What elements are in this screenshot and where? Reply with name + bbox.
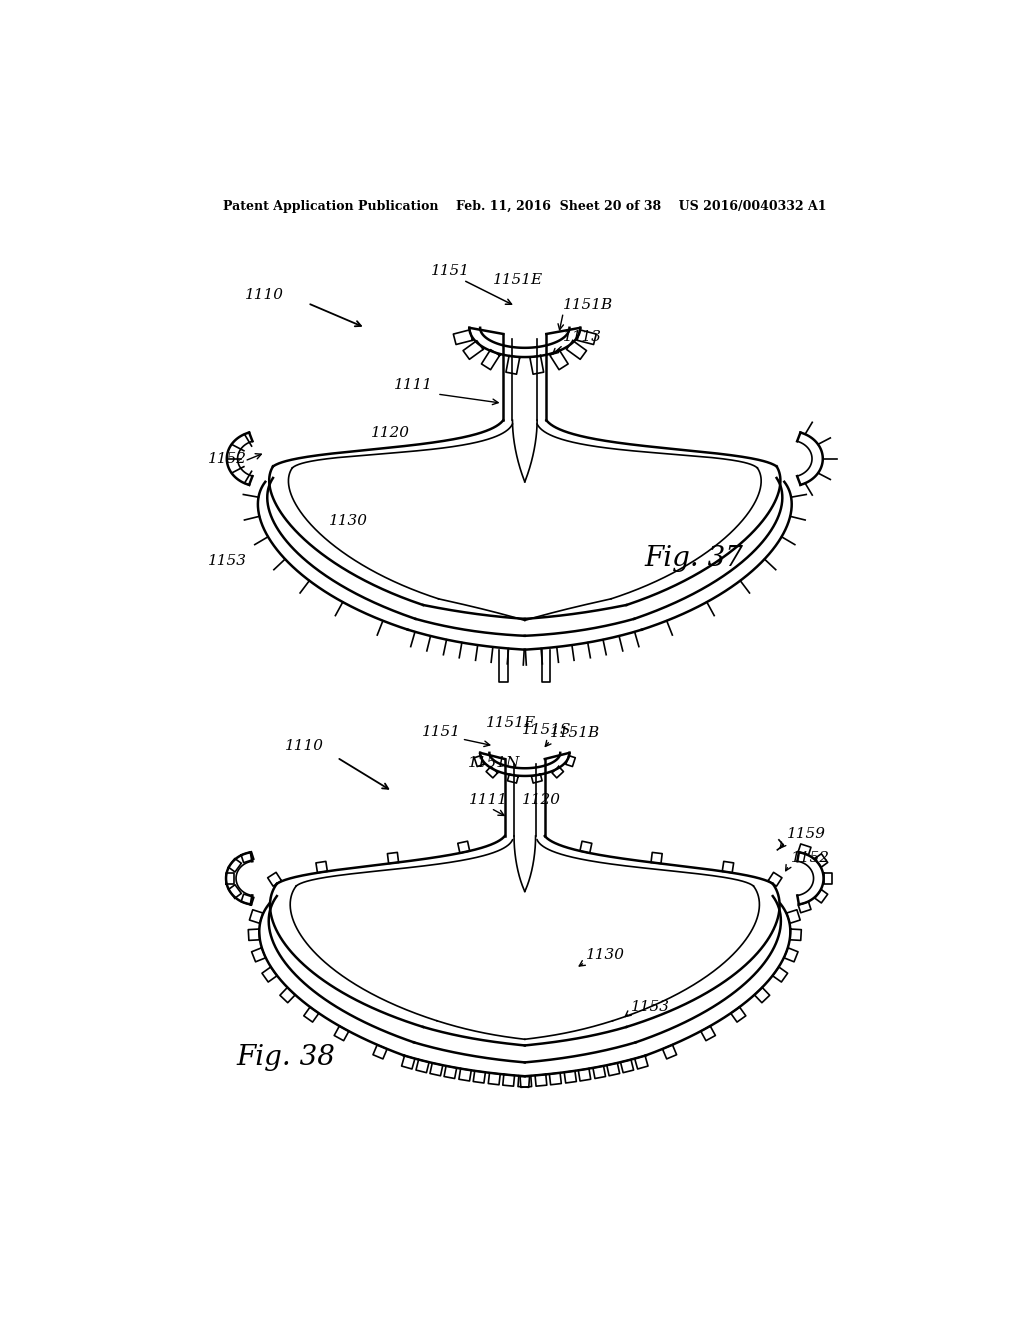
Text: 1152: 1152 [791, 851, 829, 865]
Text: Fig. 38: Fig. 38 [237, 1044, 336, 1072]
Text: 1151: 1151 [422, 725, 461, 739]
Text: 1151: 1151 [431, 264, 470, 279]
Text: 1120: 1120 [521, 792, 561, 807]
Text: 1110: 1110 [285, 739, 324, 752]
Text: 1111: 1111 [469, 792, 508, 807]
Text: 1153: 1153 [208, 554, 247, 568]
Text: 1151E: 1151E [493, 273, 543, 286]
Text: 1110: 1110 [245, 288, 284, 301]
Text: 1151S: 1151S [521, 723, 571, 738]
Text: 1153: 1153 [631, 999, 670, 1014]
Text: 1130: 1130 [330, 513, 369, 528]
Text: 1120: 1120 [371, 426, 410, 440]
Text: 1151N: 1151N [468, 755, 520, 770]
Text: Patent Application Publication    Feb. 11, 2016  Sheet 20 of 38    US 2016/00403: Patent Application Publication Feb. 11, … [223, 199, 826, 213]
Text: 1130: 1130 [587, 948, 626, 962]
Text: 1151B: 1151B [550, 726, 600, 741]
Text: 1151E: 1151E [486, 715, 537, 730]
Text: 1151B: 1151B [563, 297, 613, 312]
Text: Fig. 37: Fig. 37 [645, 545, 743, 573]
Text: 1159: 1159 [786, 826, 825, 841]
Text: 1113: 1113 [563, 330, 602, 345]
Text: 1152: 1152 [208, 453, 247, 466]
Text: 1111: 1111 [394, 379, 433, 392]
